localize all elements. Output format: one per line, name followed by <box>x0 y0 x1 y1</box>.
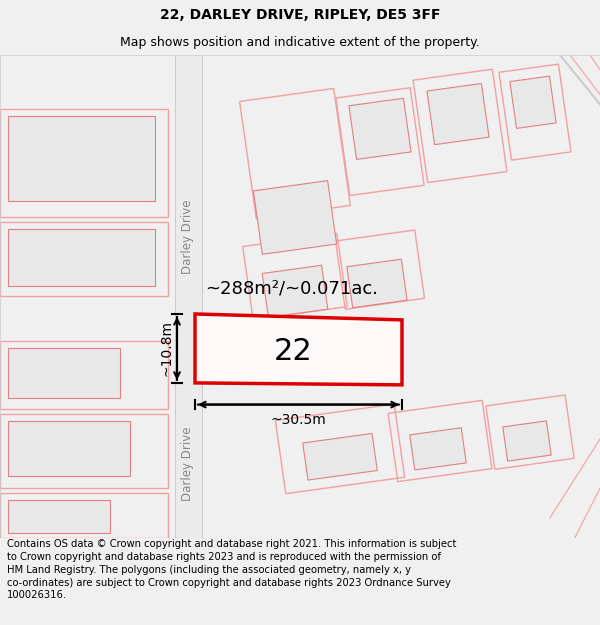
Polygon shape <box>262 265 328 318</box>
Polygon shape <box>175 55 202 538</box>
Text: Contains OS data © Crown copyright and database right 2021. This information is : Contains OS data © Crown copyright and d… <box>7 539 457 601</box>
Polygon shape <box>349 98 411 159</box>
Polygon shape <box>8 116 155 201</box>
Polygon shape <box>8 349 120 398</box>
Text: 22, DARLEY DRIVE, RIPLEY, DE5 3FF: 22, DARLEY DRIVE, RIPLEY, DE5 3FF <box>160 8 440 22</box>
Polygon shape <box>510 76 556 128</box>
Polygon shape <box>302 433 377 480</box>
Polygon shape <box>410 428 466 470</box>
Text: ~30.5m: ~30.5m <box>271 413 326 428</box>
Polygon shape <box>427 84 489 144</box>
Polygon shape <box>8 421 130 476</box>
Text: 22: 22 <box>274 337 313 366</box>
Polygon shape <box>253 181 337 254</box>
Text: Darley Drive: Darley Drive <box>182 200 194 274</box>
Polygon shape <box>8 229 155 286</box>
Text: Map shows position and indicative extent of the property.: Map shows position and indicative extent… <box>120 36 480 49</box>
Text: ~288m²/~0.071ac.: ~288m²/~0.071ac. <box>205 279 378 298</box>
Text: ~10.8m: ~10.8m <box>160 321 174 376</box>
Polygon shape <box>347 259 407 308</box>
Text: Darley Drive: Darley Drive <box>182 426 194 501</box>
Polygon shape <box>8 500 110 532</box>
Polygon shape <box>503 421 551 461</box>
Polygon shape <box>195 314 402 385</box>
